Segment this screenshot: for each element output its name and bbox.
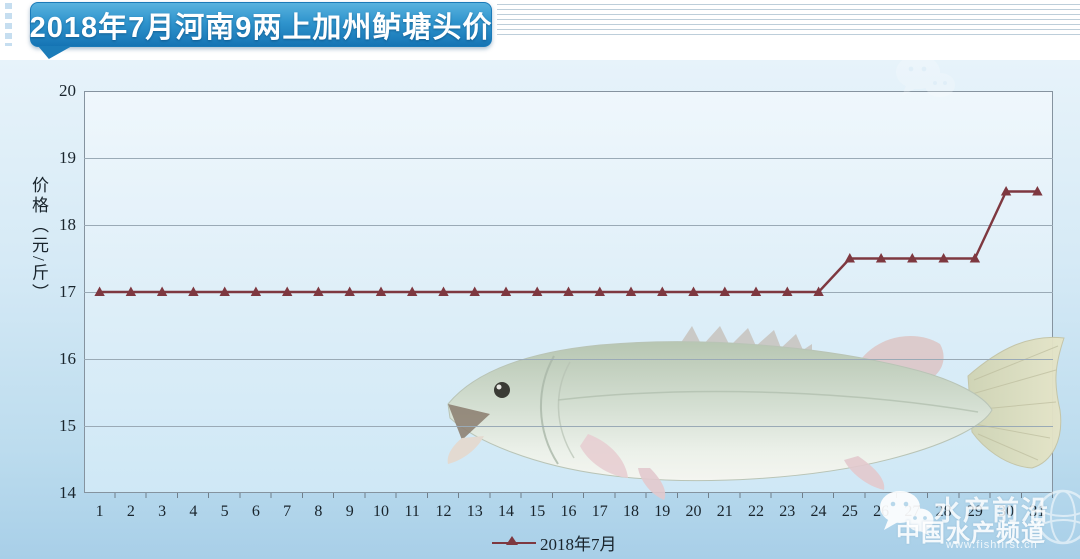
y-tick-label: 16 — [59, 349, 76, 368]
x-tick-label: 11 — [404, 503, 420, 520]
x-tick-label: 1 — [95, 503, 104, 520]
fish-tail-fin — [967, 336, 1065, 469]
price-line-series — [94, 186, 1043, 296]
y-axis-title: 价格（元/斤） — [29, 176, 48, 304]
y-tick-label: 18 — [59, 215, 76, 234]
y-tick-label: 19 — [59, 148, 76, 167]
x-tick-label: 5 — [220, 503, 229, 520]
x-tick-label: 15 — [529, 503, 546, 520]
gridline — [84, 225, 1053, 226]
fish-mouth — [448, 404, 490, 440]
x-tick-label: 2 — [126, 503, 135, 520]
x-axis-ticks — [84, 493, 1053, 498]
gridline — [84, 426, 1053, 427]
fish-pectoral-fin — [580, 434, 628, 478]
x-tick-label: 8 — [314, 503, 323, 520]
x-tick-label: 12 — [435, 503, 452, 520]
globe-icon — [1034, 488, 1080, 551]
dotted-accent-bar — [5, 3, 12, 46]
x-tick-label: 22 — [748, 503, 765, 520]
largemouth-bass-illustration — [447, 326, 1065, 500]
legend-label: 2018年7月 — [540, 535, 617, 554]
x-tick-label: 14 — [497, 503, 514, 520]
banner-speech-tail — [38, 46, 72, 59]
x-tick-label: 6 — [251, 503, 260, 520]
x-tick-label: 18 — [623, 503, 639, 520]
fish-pelvic-fin — [638, 468, 666, 500]
series-line — [99, 190, 1038, 294]
x-tick-label: 7 — [283, 503, 292, 520]
x-tick-label: 9 — [345, 503, 354, 520]
fish-lateral-line — [557, 390, 979, 413]
x-tick-label: 28 — [935, 503, 952, 520]
gridline — [84, 359, 1053, 360]
y-tick-label: 15 — [59, 416, 76, 435]
decorative-ruled-lines — [497, 4, 1080, 35]
site-watermark: 水产前沿 中国水产频道 www.fishfirst.cn — [876, 486, 1080, 554]
x-tick-label: 19 — [654, 503, 671, 520]
watermark-channel: 中国水产频道 — [896, 520, 1046, 547]
legend: 2018年7月 — [492, 530, 617, 555]
fish-gill-line — [539, 355, 559, 465]
y-tick-label: 20 — [59, 81, 76, 100]
x-tick-label: 21 — [716, 503, 733, 520]
x-tick-label: 17 — [591, 503, 608, 520]
fish-gill-line-2 — [557, 361, 575, 459]
x-tick-label: 3 — [158, 503, 167, 520]
watermark-brand: 水产前沿 — [934, 496, 1050, 526]
x-tick-label: 4 — [189, 503, 198, 520]
wechat-bubbles-icon — [894, 54, 956, 105]
y-tick-label: 17 — [59, 282, 76, 301]
x-tick-label: 25 — [841, 503, 858, 520]
fish-anal-fin — [844, 456, 885, 490]
fish-eye-highlight — [496, 384, 502, 390]
gridline — [84, 158, 1053, 159]
x-tick-label: 24 — [810, 503, 827, 520]
x-tick-label: 16 — [560, 503, 577, 520]
legend-line-sample — [492, 535, 536, 545]
x-tick-label: 13 — [466, 503, 483, 520]
legend-triangle-marker — [506, 535, 518, 545]
page-title: 2018年7月河南9两上加州鲈塘头价 — [29, 11, 493, 44]
watermark-url: www.fishfirst.cn — [946, 539, 1038, 551]
series-markers — [94, 186, 1043, 296]
x-tick-label: 29 — [966, 503, 983, 520]
x-tick-label: 10 — [372, 503, 389, 520]
wechat-bubbles-icon — [878, 490, 934, 545]
x-tick-label: 30 — [998, 503, 1015, 520]
y-tick-label: 14 — [59, 483, 76, 502]
title-banner: 2018年7月河南9两上加州鲈塘头价 — [30, 2, 492, 47]
fish-image — [438, 318, 1070, 502]
fish-lower-jaw — [447, 436, 484, 464]
x-tick-label: 20 — [685, 503, 702, 520]
x-tick-label: 23 — [779, 503, 796, 520]
